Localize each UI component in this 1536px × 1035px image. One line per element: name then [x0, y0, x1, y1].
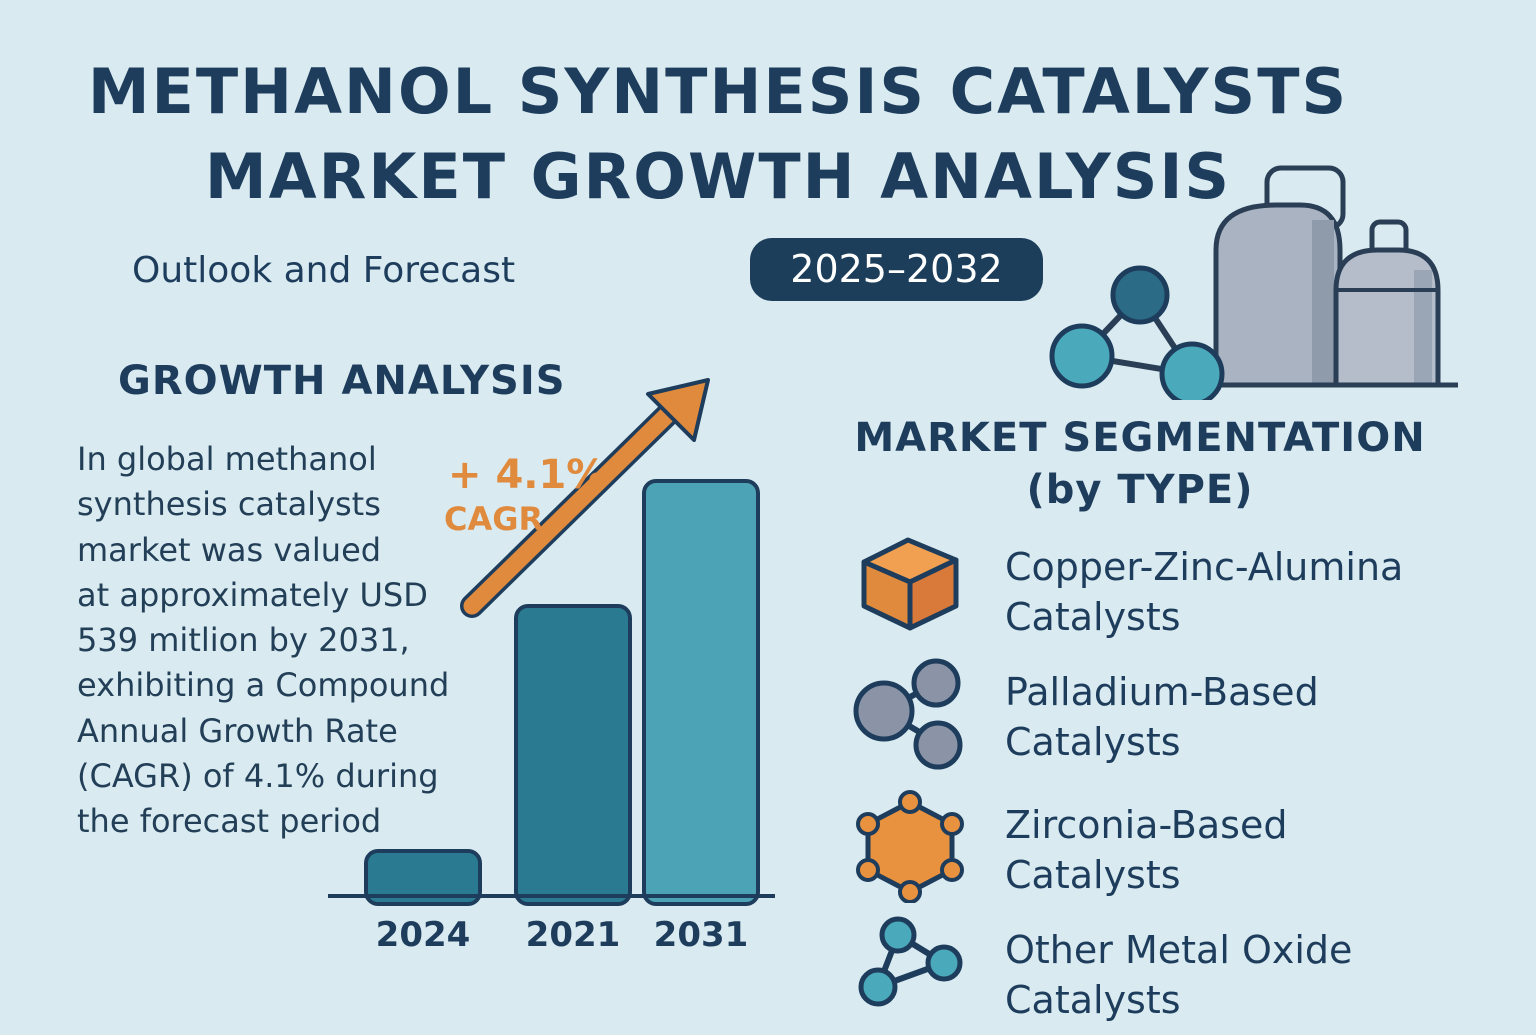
- cagr-label: CAGR: [444, 500, 544, 538]
- growth-analysis-heading: GROWTH ANALYSIS: [118, 358, 566, 404]
- paragraph-line: at approximately USD: [77, 575, 428, 614]
- triangle-molecule-icon: [858, 916, 963, 1007]
- cagr-value: + 4.1%: [448, 452, 607, 498]
- small-tank-icon: [1333, 247, 1441, 388]
- paragraph-line: 539 mitlion by 2031,: [77, 621, 410, 660]
- segment-item: Other Metal Oxide Catalysts: [848, 915, 1488, 1035]
- x-tick-label: 2024: [376, 915, 471, 955]
- segment-item: Palladium-Based Catalysts: [848, 655, 1488, 775]
- paragraph-line: the forecast period: [77, 802, 382, 841]
- bar-2024: [364, 849, 482, 906]
- paragraph-line: In global methanol: [77, 440, 377, 478]
- paragraph-line: exhibiting a Compound: [77, 666, 450, 705]
- segmentation-heading: MARKET SEGMENTATION (by TYPE): [840, 412, 1440, 516]
- segment-item: Copper-Zinc-Alumina Catalysts: [848, 530, 1488, 650]
- paragraph-line: Annual Growth Rate: [77, 711, 398, 750]
- segment-label-line-2: Catalysts: [1005, 720, 1181, 764]
- segmentation-heading-line-2: (by TYPE): [1026, 467, 1254, 513]
- segmentation-heading-line-1: MARKET SEGMENTATION: [854, 415, 1426, 461]
- x-tick-label: 2021: [526, 915, 621, 955]
- molecule-icon: [853, 658, 963, 770]
- paragraph-line: synthesis catalysts: [77, 485, 381, 524]
- segment-label-line-1: Copper-Zinc-Alumina: [1005, 545, 1404, 589]
- growth-arrow-icon: [460, 378, 710, 618]
- bar-2021: [514, 604, 632, 906]
- bar-chart: 2024 2021 2031: [328, 378, 775, 955]
- illustration-tanks-molecule-icon: [1049, 165, 1458, 400]
- paragraph-line: market was valued: [77, 530, 382, 569]
- title-line-1: METHANOL SYNTHESIS CATALYSTS: [87, 55, 1349, 128]
- segment-label-line-2: Catalysts: [1005, 595, 1181, 639]
- title-line-2: MARKET GROWTH ANALYSIS: [204, 140, 1232, 213]
- hexagon-molecule-icon: [856, 790, 964, 903]
- bar-2031: [642, 479, 760, 906]
- paragraph-line: (CAGR) of 4.1% during: [77, 757, 439, 796]
- large-tank-icon: [1213, 202, 1343, 388]
- segment-label-line-1: Other Metal Oxide: [1005, 928, 1353, 972]
- segment-label-line-2: Catalysts: [1005, 853, 1181, 897]
- segment-item: Zirconia-Based Catalysts: [848, 788, 1488, 908]
- segment-label-line-2: Catalysts: [1005, 978, 1181, 1022]
- period-badge: 2025–2032: [750, 238, 1043, 301]
- growth-paragraph: In global methanol synthesis catalysts mar…: [77, 437, 457, 845]
- subtitle: Outlook and Forecast: [132, 250, 516, 291]
- segment-label-line-1: Zirconia-Based: [1005, 803, 1288, 847]
- cube-icon: [861, 537, 959, 631]
- segment-label-line-1: Palladium-Based: [1005, 670, 1319, 714]
- x-tick-label: 2031: [654, 915, 749, 955]
